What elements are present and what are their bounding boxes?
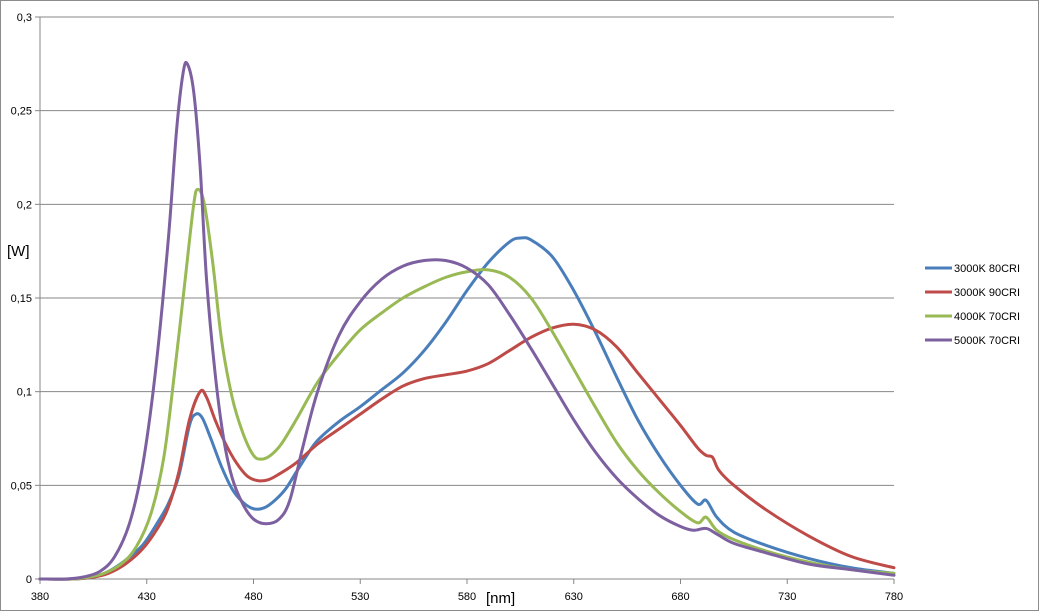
- series-line-4000k-70cri: [38, 187, 896, 581]
- x-tick-label: 730: [778, 591, 796, 603]
- y-tick-label: 0,2: [17, 199, 32, 211]
- legend-label: 4000K 70CRI: [954, 311, 1020, 323]
- x-tick-label: 530: [351, 591, 369, 603]
- y-tick-label: 0: [26, 574, 32, 586]
- y-axis-label: [W]: [7, 243, 30, 260]
- y-tick-label: 0,3: [17, 12, 32, 24]
- x-axis-label: [nm]: [486, 590, 515, 607]
- x-tick-label: 430: [138, 591, 156, 603]
- x-tick-label: 480: [244, 591, 262, 603]
- legend: 3000K 80CRI 3000K 90CRI 4000K 70CRI 5000K 7…: [925, 263, 1020, 347]
- legend-label: 3000K 90CRI: [954, 287, 1020, 299]
- series-line-3000k-90cri: [38, 322, 896, 581]
- tick-labels: 0 0,05 0,1 0,15 0,2 0,25 0,3 380 430 480 530 580 630…: [11, 12, 904, 603]
- legend-label: 3000K 80CRI: [954, 263, 1020, 275]
- x-tick-label: 780: [885, 591, 903, 603]
- x-tick-label: 630: [565, 591, 583, 603]
- legend-label: 5000K 70CRI: [954, 335, 1020, 347]
- axes: [35, 16, 895, 584]
- y-tick-label: 0,1: [17, 387, 32, 399]
- x-tick-label: 380: [31, 591, 49, 603]
- x-tick-label: 580: [458, 591, 476, 603]
- y-tick-label: 0,15: [11, 293, 32, 305]
- x-tick-label: 680: [671, 591, 689, 603]
- series-line-5000k-70cri: [38, 60, 896, 581]
- series-lines: [38, 60, 896, 581]
- y-tick-label: 0,25: [11, 106, 32, 118]
- y-tick-label: 0,05: [11, 480, 32, 492]
